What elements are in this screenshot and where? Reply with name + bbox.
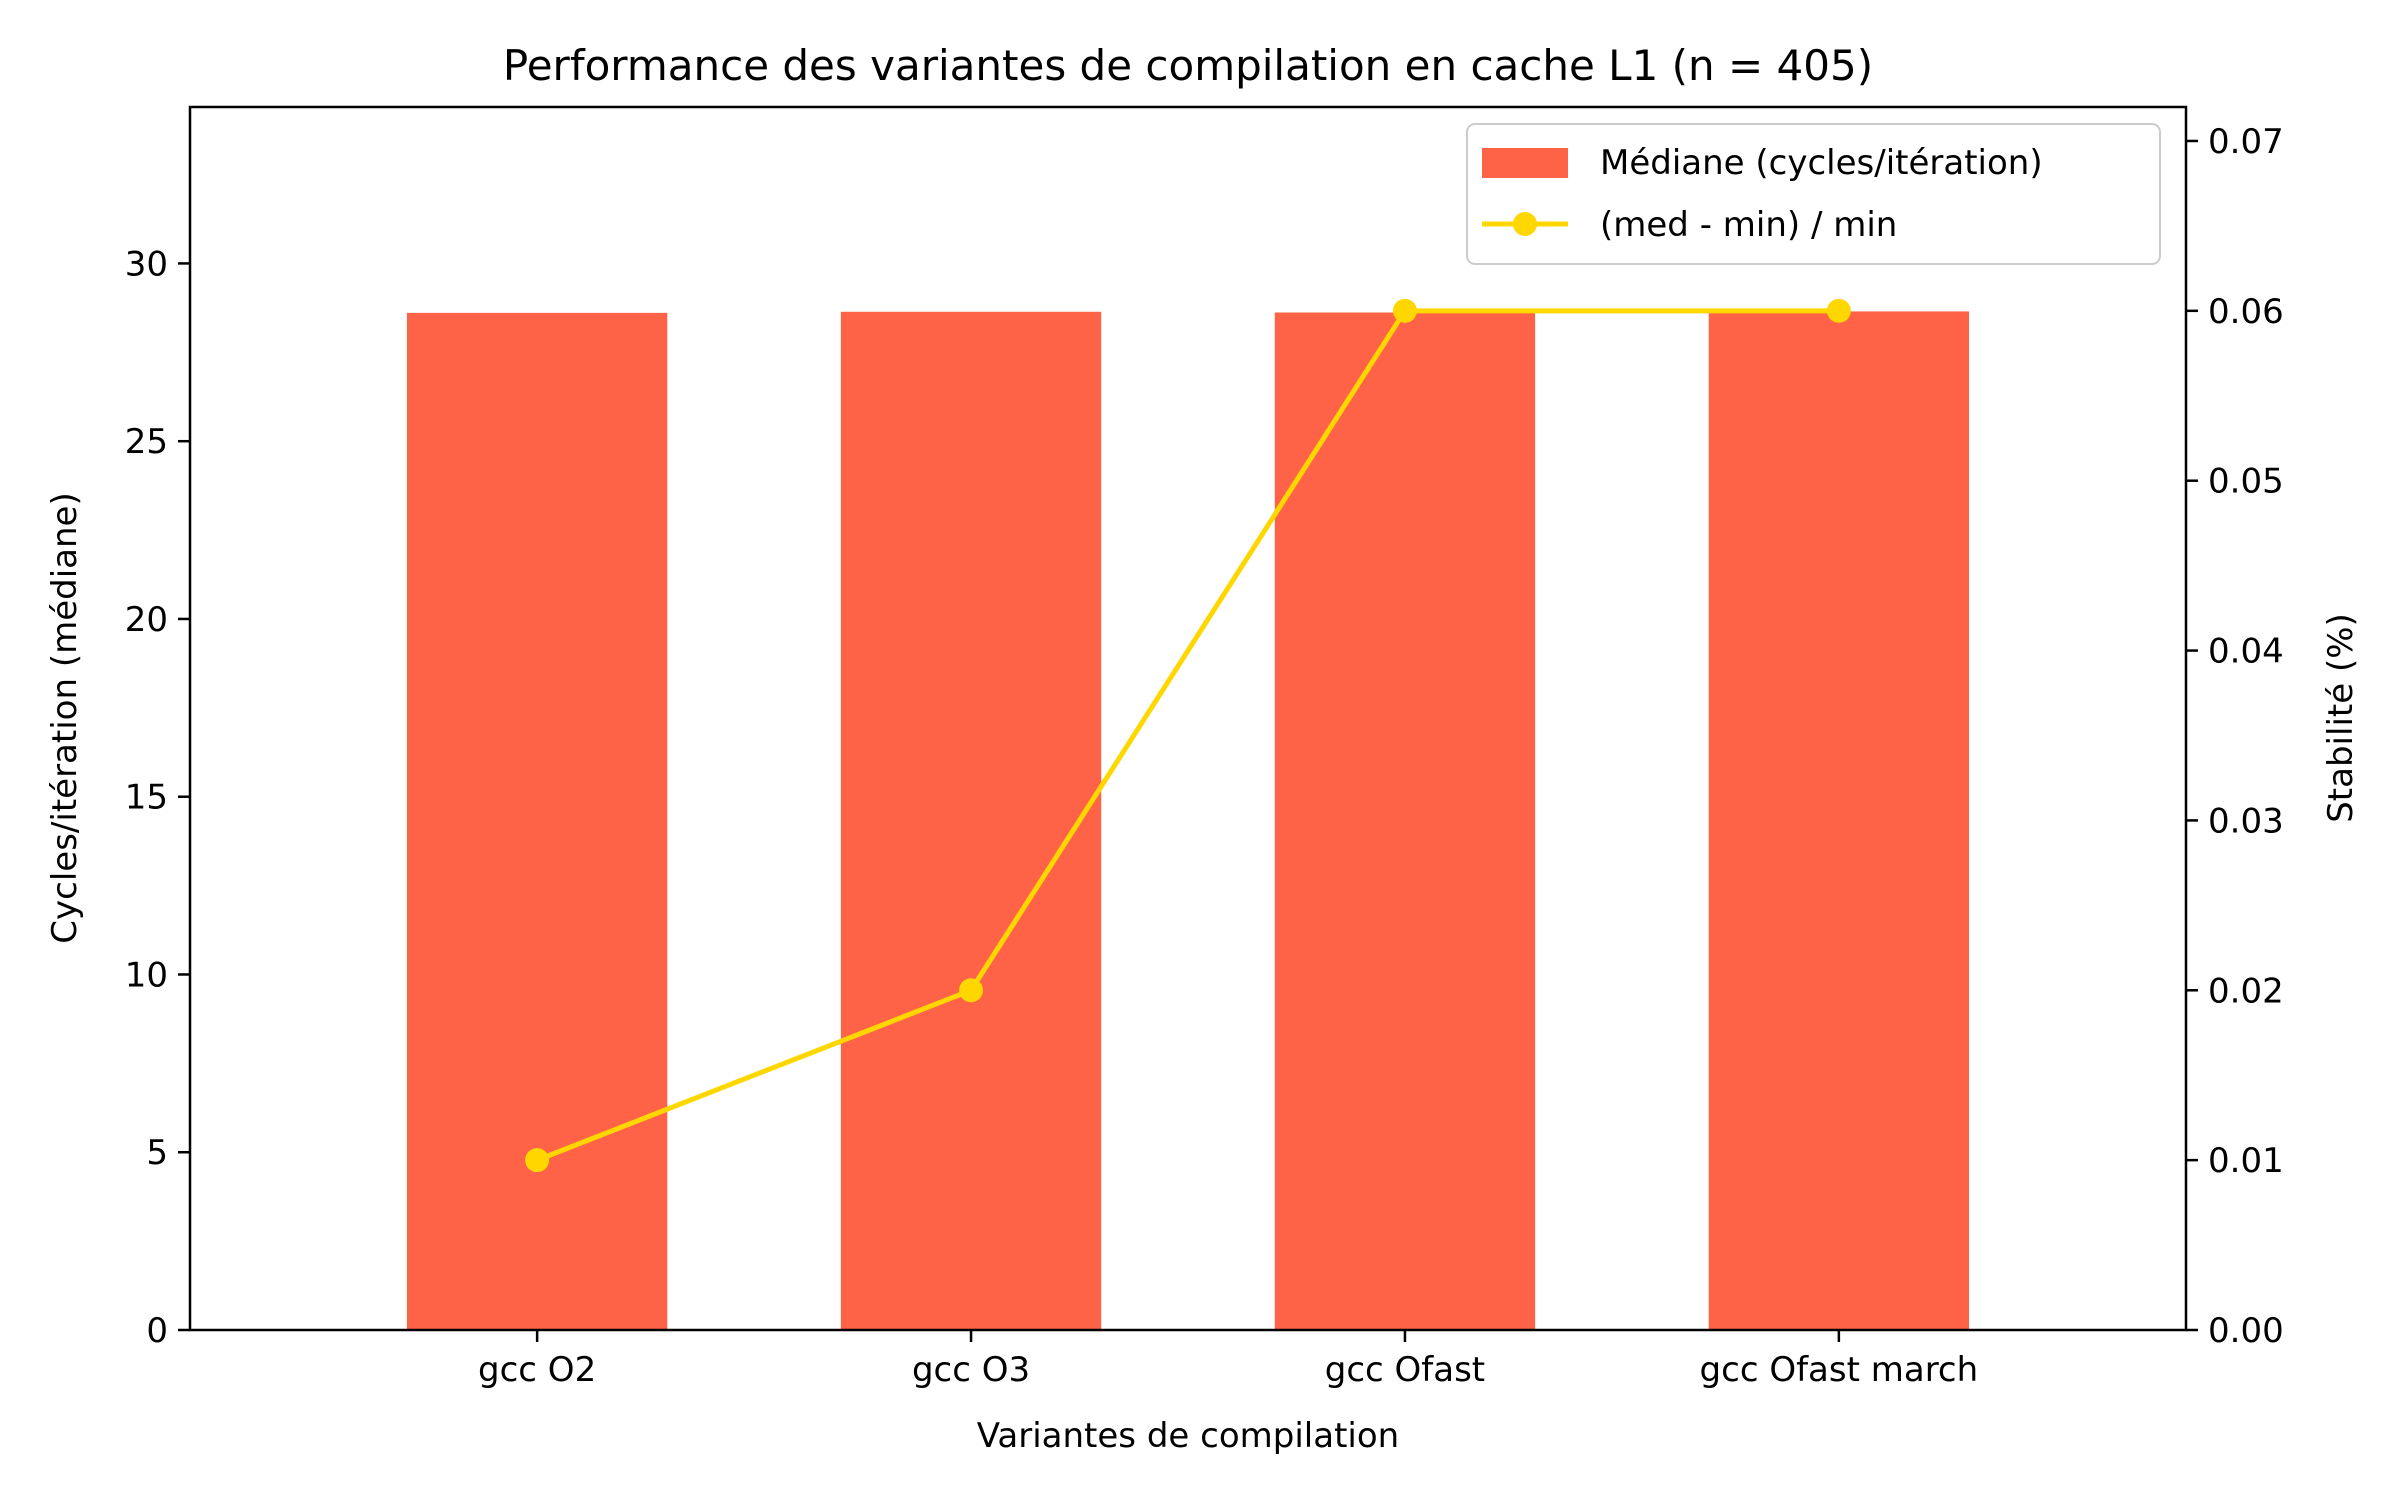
left-y-axis: 0 5 10 15 20 25 30 (125, 244, 190, 1351)
stability-point-gcc-o3 (959, 978, 984, 1003)
left-tick-label: 25 (125, 422, 168, 462)
x-tick-label: gcc Ofast march (1700, 1350, 1979, 1390)
x-tick-label: gcc Ofast (1325, 1350, 1485, 1390)
x-axis-title: Variantes de compilation (977, 1416, 1399, 1456)
right-tick-label: 0.05 (2208, 462, 2284, 502)
y2-axis-title: Stabilité (%) (2321, 613, 2361, 823)
right-tick-label: 0.03 (2208, 801, 2284, 841)
right-tick-label: 0.04 (2208, 632, 2284, 672)
bars-layer (406, 311, 1970, 1331)
right-tick-label: 0.07 (2208, 122, 2284, 162)
plot-frame (188, 105, 2188, 1332)
bar-gcc-ofast (1274, 312, 1536, 1330)
left-tick-label: 30 (125, 244, 168, 284)
left-tick-label: 5 (146, 1133, 168, 1173)
right-tick-label: 0.02 (2208, 971, 2284, 1011)
bar-gcc-ofast-march (1708, 311, 1970, 1330)
right-tick-label: 0.00 (2208, 1311, 2284, 1351)
right-tick-label: 0.01 (2208, 1141, 2284, 1181)
legend-label-bars: Médiane (cycles/itération) (1600, 143, 2043, 183)
chart-title: Performance des variantes de compilation… (503, 41, 1873, 90)
bar-gcc-o3 (840, 311, 1102, 1331)
left-tick-label: 0 (146, 1311, 168, 1351)
left-tick-label: 10 (125, 955, 168, 995)
stability-point-gcc-o2 (525, 1148, 550, 1173)
y-axis-title: Cycles/itération (médiane) (45, 492, 85, 943)
bar-gcc-o2 (406, 312, 668, 1330)
legend-swatch-marker (1513, 212, 1537, 236)
x-axis: gcc O2 gcc O3 gcc Ofast gcc Ofast march (478, 1330, 1978, 1390)
legend-swatch-bars (1482, 148, 1568, 178)
stability-line (534, 308, 1842, 1163)
stability-point-gcc-ofast (1392, 298, 1417, 323)
legend-box (1466, 123, 2161, 265)
left-tick-label: 15 (125, 778, 168, 818)
right-y-axis: 0.00 0.01 0.02 0.03 0.04 0.05 0.06 0.07 (2186, 122, 2284, 1351)
right-tick-label: 0.06 (2208, 292, 2284, 332)
x-tick-label: gcc O2 (478, 1350, 596, 1390)
x-tick-label: gcc O3 (912, 1350, 1030, 1390)
line-layer (525, 298, 1851, 1173)
legend: Médiane (cycles/itération) (med - min) /… (1466, 123, 2161, 265)
legend-label-line: (med - min) / min (1600, 205, 1897, 245)
stability-point-gcc-ofast-march (1826, 298, 1851, 323)
left-tick-label: 20 (125, 600, 168, 640)
